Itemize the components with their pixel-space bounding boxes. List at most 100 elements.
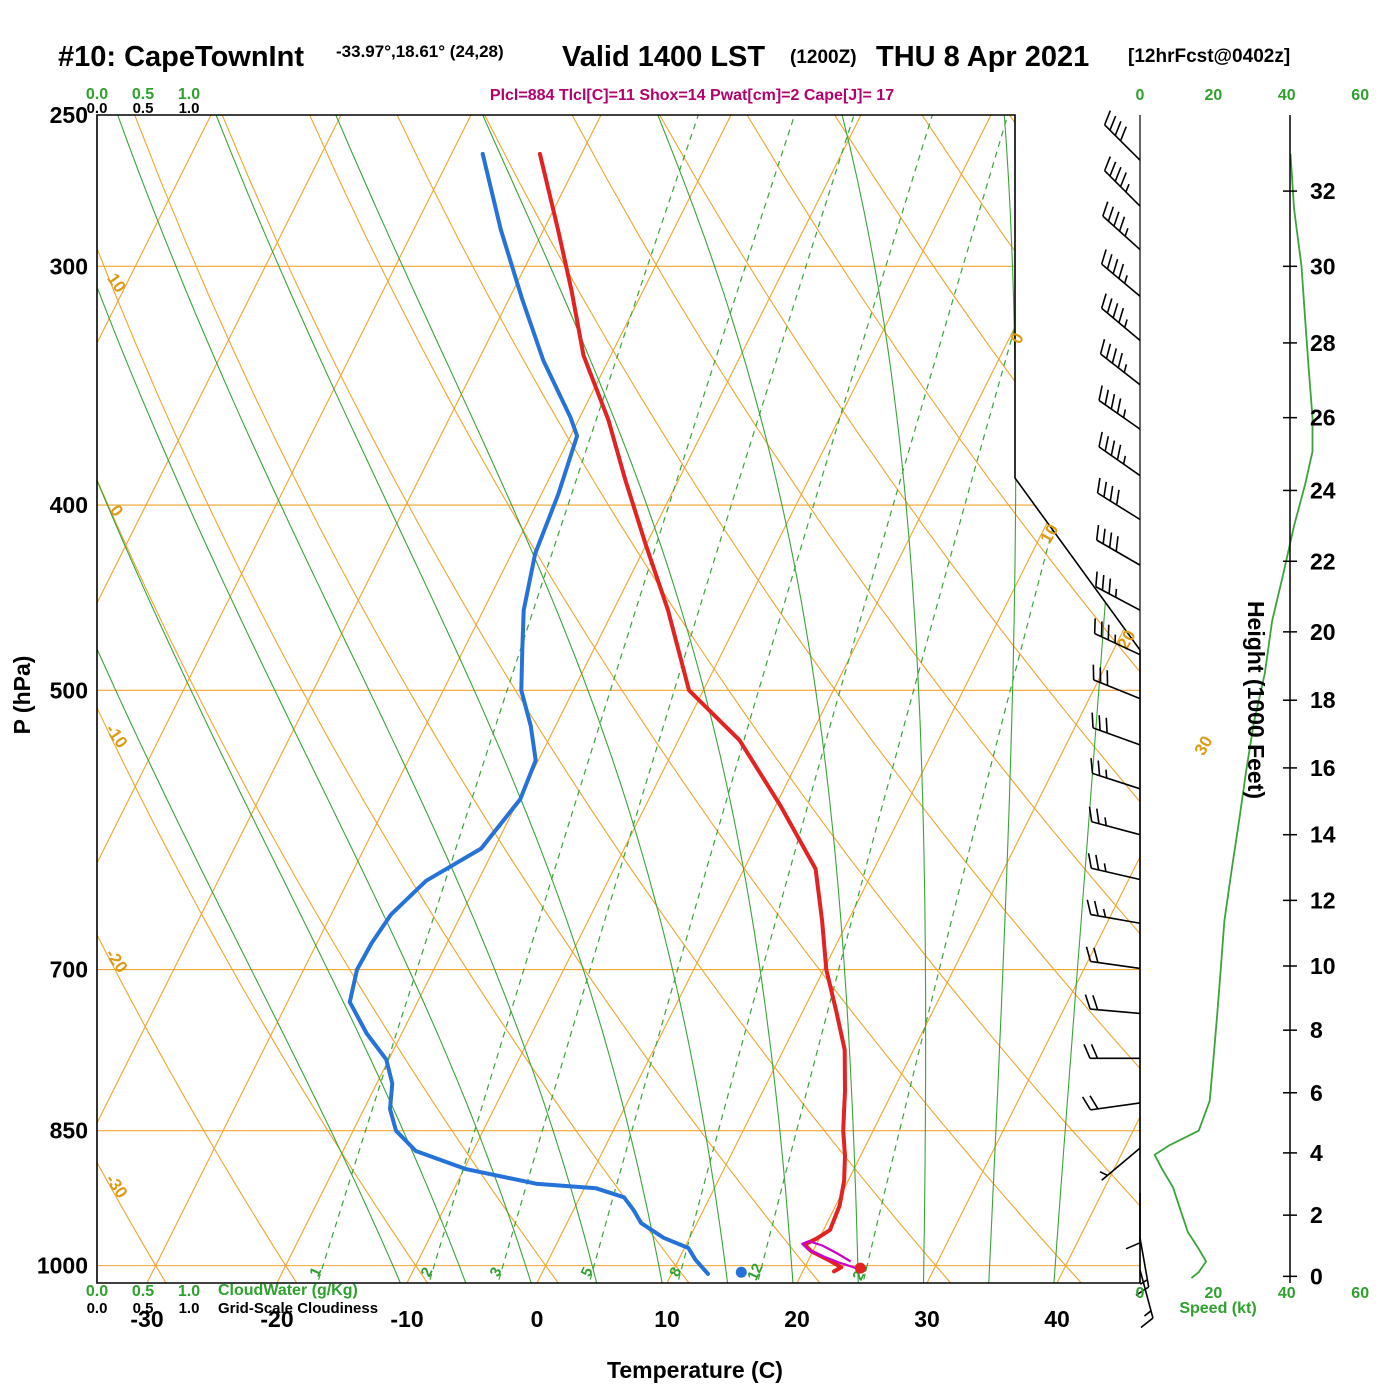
- wind-barb: [1087, 853, 1141, 881]
- wind-barb: [1099, 1147, 1141, 1181]
- forecast-tag: [12hrFcst@0402z]: [1128, 46, 1290, 67]
- cloudiness-tick-label: 0.5: [133, 1300, 154, 1317]
- right-margin-overlays: 3230282624222018161412108642000202040406…: [86, 86, 1369, 1329]
- wind-barb: [1103, 110, 1141, 161]
- wind-barb: [1085, 946, 1141, 970]
- height-tick-label: 24: [1310, 477, 1336, 503]
- height-tick-label: 20: [1310, 619, 1336, 645]
- parcel-curve: [801, 1240, 859, 1270]
- pressure-tick-label: 300: [50, 253, 88, 279]
- height-tick-label: 4: [1310, 1140, 1323, 1166]
- cloudiness-axis-title: Grid-Scale Cloudiness: [218, 1300, 378, 1317]
- cloudwater-tick-label: 1.0: [178, 1283, 200, 1300]
- cloudwater-tick-label: 0.5: [132, 1283, 154, 1300]
- speed-tick-label: 0: [1136, 1285, 1145, 1302]
- wind-barb: [1139, 1269, 1154, 1329]
- wind-barb: [1098, 431, 1141, 477]
- wind-barb: [1083, 1044, 1140, 1060]
- dewpoint-curve: [347, 151, 710, 1276]
- cloudiness-tick-label: 0.5: [133, 100, 154, 117]
- station-title: #10: CapeTownInt: [58, 41, 304, 73]
- wind-barb: [1103, 156, 1141, 207]
- wind-barb: [1096, 477, 1141, 521]
- wind-barbs: [1081, 110, 1154, 1329]
- wind-barb: [1091, 712, 1141, 746]
- height-tick-label: 12: [1310, 887, 1336, 913]
- valid-time: Valid 1400 LST: [562, 41, 765, 73]
- pressure-axis-title: P (hPa): [9, 656, 35, 735]
- pressure-tick-label: 250: [50, 102, 88, 128]
- wind-barb: [1086, 899, 1141, 925]
- speed-tick-label: 60: [1351, 87, 1369, 104]
- height-tick-label: 28: [1310, 330, 1336, 356]
- pressure-tick-label: 850: [50, 1118, 88, 1144]
- isobar-lines: [97, 265, 1140, 1267]
- cloudiness-tick-label: 1.0: [179, 1300, 200, 1317]
- cloudiness-tick-label: 1.0: [179, 100, 200, 117]
- speed-tick-label: 0: [1136, 87, 1145, 104]
- height-tick-label: 2: [1310, 1202, 1323, 1228]
- temp-tick-label: 20: [784, 1306, 810, 1332]
- wind-barb: [1100, 293, 1141, 342]
- temp-tick-label: 40: [1044, 1306, 1070, 1332]
- wind-barb: [1092, 664, 1141, 700]
- speed-tick-label: 40: [1278, 1285, 1296, 1302]
- speed-tick-label: 20: [1205, 1285, 1223, 1302]
- wind-barb: [1100, 249, 1141, 297]
- surface-dewpoint-dot: [735, 1266, 747, 1278]
- temp-tick-label: 0: [531, 1306, 544, 1332]
- cloudwater-tick-label: 0.5: [132, 86, 154, 103]
- wind-barb: [1081, 1095, 1141, 1111]
- height-tick-label: 26: [1310, 405, 1336, 431]
- speed-axis-title: Speed (kt): [1179, 1300, 1256, 1317]
- height-tick-label: 16: [1310, 755, 1336, 781]
- height-tick-label: 22: [1310, 548, 1336, 574]
- height-tick-label: 32: [1310, 178, 1336, 204]
- cloudiness-tick-label: 0.0: [87, 100, 108, 117]
- height-tick-label: 14: [1310, 822, 1336, 848]
- wind-barb: [1084, 994, 1141, 1015]
- cloudiness-tick-label: 0.0: [87, 1300, 108, 1317]
- height-tick-label: 8: [1310, 1017, 1323, 1043]
- wind-speed-curve: [1153, 153, 1314, 1279]
- speed-tick-label: 20: [1205, 87, 1223, 104]
- surface-temp-dot: [854, 1262, 866, 1274]
- valid-zulu: (1200Z): [790, 47, 857, 68]
- station-coords: -33.97°,18.61° (24,28): [336, 42, 504, 61]
- pressure-tick-label: 400: [50, 492, 88, 518]
- sounding-profiles: [347, 151, 866, 1278]
- height-tick-label: 30: [1310, 253, 1336, 279]
- wind-barb: [1088, 806, 1141, 836]
- temp-tick-label: -10: [390, 1306, 423, 1332]
- height-axis-title: Height (1000 Feet): [1243, 601, 1269, 799]
- temp-tick-label: -30: [130, 1306, 163, 1332]
- temp-tick-label: 10: [654, 1306, 680, 1332]
- height-tick-label: 6: [1310, 1080, 1323, 1106]
- cloudwater-tick-label: 0.0: [86, 86, 108, 103]
- temperature-axis-title: Temperature (C): [607, 1357, 783, 1383]
- height-tick-label: 10: [1310, 953, 1336, 979]
- wind-barb: [1095, 571, 1141, 611]
- wind-barb: [1093, 618, 1141, 656]
- speed-tick-label: 60: [1351, 1285, 1369, 1302]
- sounding-indices: Plcl=884 Tlcl[C]=11 Shox=14 Pwat[cm]=2 C…: [490, 87, 894, 104]
- cloudwater-tick-label: 1.0: [178, 86, 200, 103]
- wind-barb: [1098, 385, 1141, 430]
- wind-barb: [1095, 524, 1141, 566]
- pressure-tick-label: 700: [50, 957, 88, 983]
- wind-barb: [1102, 201, 1141, 251]
- height-tick-label: 18: [1310, 687, 1336, 713]
- temp-tick-label: -20: [260, 1306, 293, 1332]
- temp-tick-label: 30: [914, 1306, 940, 1332]
- mixing-ratio-label: 12: [744, 1261, 766, 1283]
- cloudwater-tick-label: 0.0: [86, 1283, 108, 1300]
- pressure-tick-label: 500: [50, 677, 88, 703]
- pressure-tick-label: 1000: [37, 1253, 88, 1279]
- cloudwater-axis-title: CloudWater (g/Kg): [218, 1282, 358, 1299]
- wind-barb: [1099, 339, 1141, 386]
- wind-barb: [1125, 1192, 1141, 1250]
- wind-barb: [1090, 758, 1141, 790]
- valid-date: THU 8 Apr 2021: [876, 41, 1089, 73]
- height-tick-label: 0: [1310, 1263, 1323, 1289]
